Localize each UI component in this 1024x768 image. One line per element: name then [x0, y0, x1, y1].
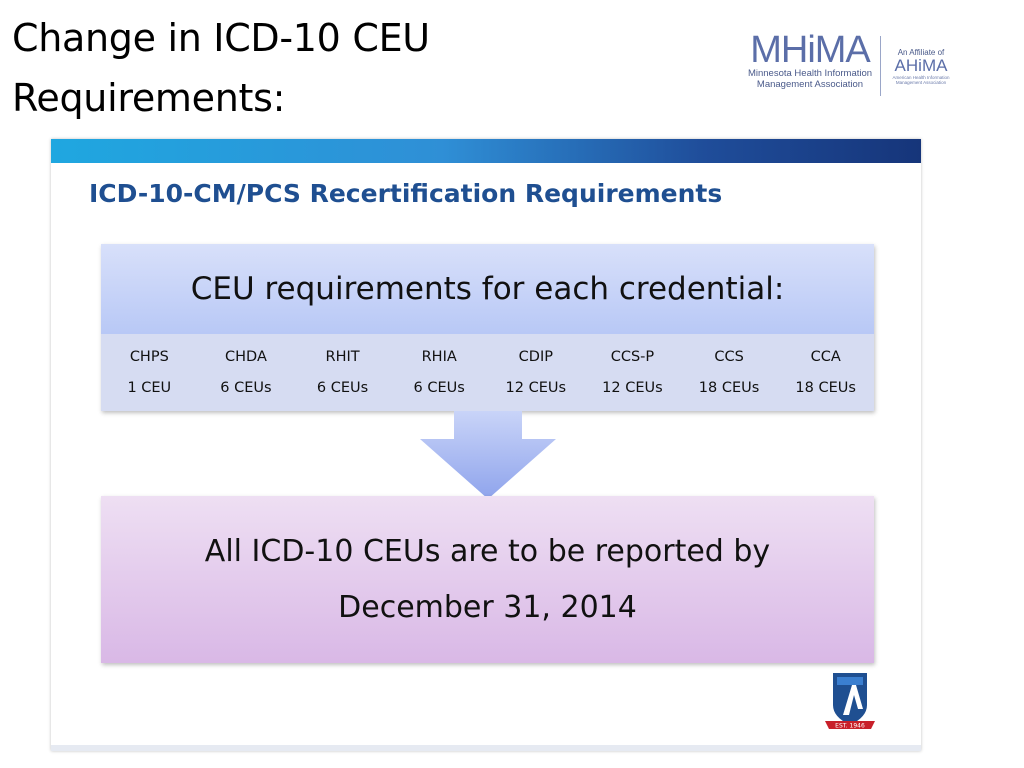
- mhima-logo-sub-line1: Minnesota Health Information: [747, 68, 873, 79]
- down-arrow-icon: [420, 411, 556, 499]
- ahima-affiliate-logo: An Affiliate of AHiMA American Health In…: [886, 48, 956, 85]
- mhima-logo-sub-line2: Management Association: [756, 79, 864, 90]
- reporting-deadline-line2: December 31, 2014: [338, 589, 637, 625]
- embedded-slide: ICD-10-CM/PCS Recertification Requiremen…: [51, 139, 921, 751]
- slide-title-line2: Requirements:: [12, 76, 286, 120]
- credential-ceus: 18 CEUs: [795, 379, 856, 396]
- embedded-slide-bottom-bar: [51, 745, 921, 751]
- credential-table: CHPS CHDA RHIT RHIA CDIP CCS-P CCS CCA 1…: [101, 334, 874, 411]
- ahima-emblem-text: EST. 1946: [835, 723, 865, 730]
- credential-name-row: CHPS CHDA RHIT RHIA CDIP CCS-P CCS CCA: [101, 334, 874, 373]
- credential-ceu-row: 1 CEU 6 CEUs 6 CEUs 6 CEUs 12 CEUs 12 CE…: [101, 373, 874, 412]
- affiliate-label: An Affiliate of: [897, 48, 945, 57]
- credential-name: RHIA: [421, 349, 457, 366]
- reporting-deadline-line1: All ICD-10 CEUs are to be reported by: [204, 533, 771, 569]
- credential-name: CCS: [714, 349, 744, 366]
- ahima-logo-sub: American Health Information Management A…: [892, 75, 950, 85]
- logo-divider: [880, 36, 881, 96]
- slide-title-line1: Change in ICD-10 CEU: [12, 16, 430, 60]
- credential-ceus: 6 CEUs: [413, 379, 465, 396]
- credential-ceus: 18 CEUs: [698, 379, 760, 396]
- ceu-requirements-header: CEU requirements for each credential:: [101, 244, 874, 334]
- credential-name: CCS-P: [610, 349, 655, 366]
- reporting-deadline-box: All ICD-10 CEUs are to be reported by De…: [101, 496, 874, 663]
- credential-ceus: 1 CEU: [127, 379, 172, 396]
- credential-name: CHPS: [129, 349, 169, 366]
- mhima-logo-mark: MHiMA: [750, 29, 871, 71]
- mhima-logo-main: MHiMA Minnesota Health Information Manag…: [744, 29, 876, 90]
- credential-name: RHIT: [325, 349, 360, 366]
- embedded-slide-top-bar: [51, 139, 921, 163]
- credential-ceus: 6 CEUs: [220, 379, 272, 396]
- slide-title: Change in ICD-10 CEU Requirements:: [12, 8, 612, 128]
- credential-ceus: 6 CEUs: [316, 379, 369, 396]
- credential-ceus: 12 CEUs: [602, 379, 663, 396]
- credential-name: CDIP: [518, 349, 553, 366]
- credential-name: CCA: [810, 349, 841, 366]
- credential-ceus: 12 CEUs: [505, 379, 567, 396]
- ceu-requirements-box: CEU requirements for each credential: CH…: [101, 244, 874, 411]
- credential-name: CHDA: [225, 349, 267, 366]
- ahima-logo-mark: AHiMA: [894, 56, 948, 75]
- ahima-emblem-icon: EST. 1946: [825, 673, 875, 730]
- mhima-logo: MHiMA Minnesota Health Information Manag…: [744, 29, 956, 98]
- embedded-slide-heading: ICD-10-CM/PCS Recertification Requiremen…: [89, 179, 723, 208]
